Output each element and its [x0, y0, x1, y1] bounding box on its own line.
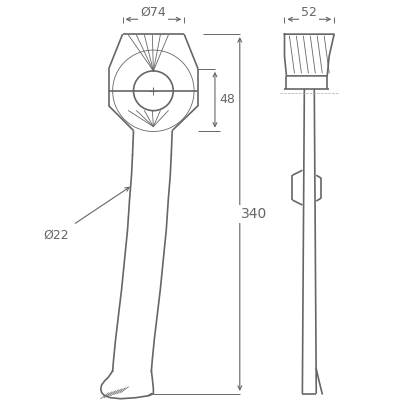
Text: Ø74: Ø74 — [141, 6, 166, 19]
Text: 48: 48 — [219, 93, 235, 106]
Text: Ø22: Ø22 — [43, 228, 69, 241]
Text: 340: 340 — [240, 207, 267, 221]
Text: 52: 52 — [301, 6, 317, 19]
